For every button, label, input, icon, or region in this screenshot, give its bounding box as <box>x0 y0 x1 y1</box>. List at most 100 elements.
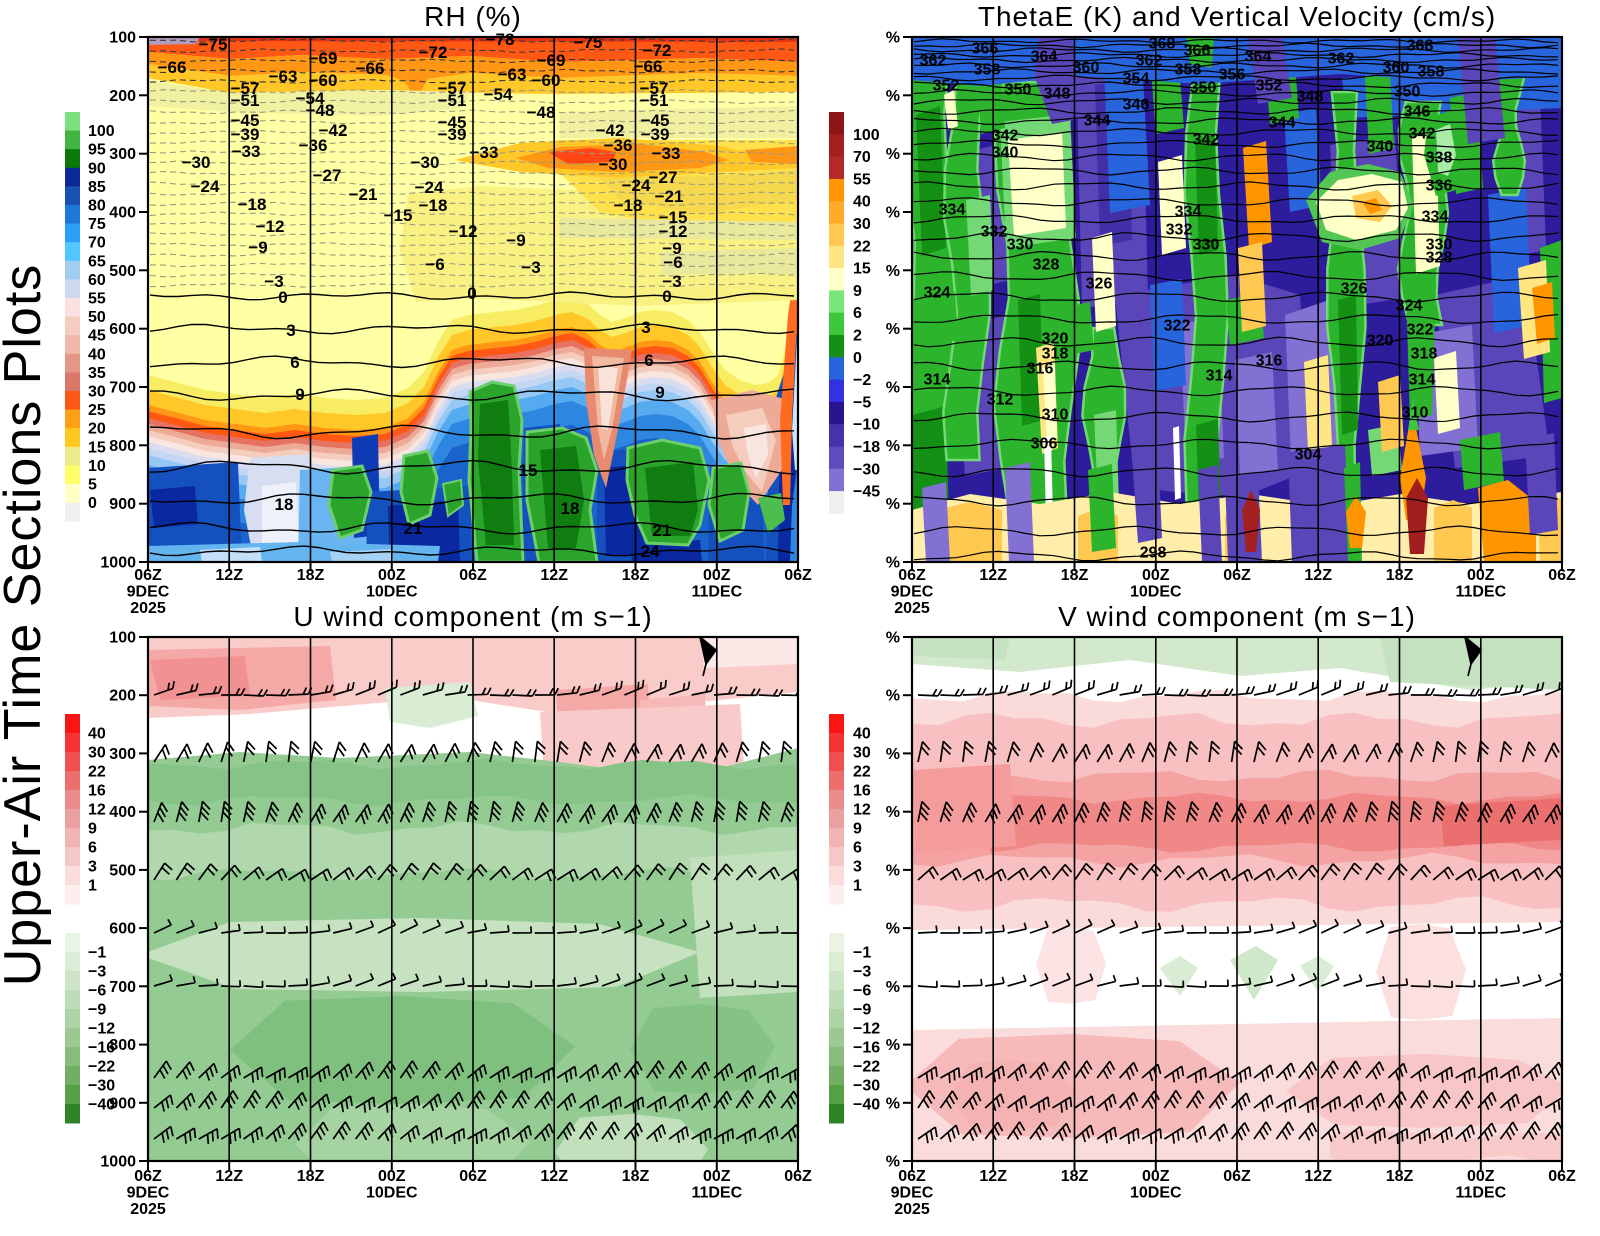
svg-text:400: 400 <box>109 205 136 222</box>
svg-text:%: % <box>886 1095 900 1112</box>
svg-text:−6: −6 <box>853 983 871 1000</box>
svg-text:−9: −9 <box>662 239 681 258</box>
svg-text:2025: 2025 <box>130 1201 166 1218</box>
svg-text:−12: −12 <box>853 1021 880 1038</box>
svg-text:2025: 2025 <box>894 1201 930 1218</box>
svg-text:−3: −3 <box>853 964 871 981</box>
svg-text:11DEC: 11DEC <box>691 1185 742 1202</box>
svg-text:−66: −66 <box>634 57 663 76</box>
svg-text:80: 80 <box>88 198 106 215</box>
svg-text:328: 328 <box>1033 257 1060 274</box>
svg-text:%: % <box>886 1154 900 1171</box>
svg-text:45: 45 <box>88 328 106 345</box>
svg-text:06Z: 06Z <box>459 567 487 584</box>
svg-text:40: 40 <box>88 346 106 363</box>
svg-text:−39: −39 <box>438 125 467 144</box>
svg-text:−45: −45 <box>438 113 467 132</box>
svg-text:11DEC: 11DEC <box>1455 584 1506 601</box>
svg-text:344: 344 <box>1084 113 1111 130</box>
svg-text:−10: −10 <box>853 417 880 434</box>
svg-text:314: 314 <box>924 372 951 389</box>
svg-text:15: 15 <box>88 439 106 456</box>
svg-text:−75: −75 <box>574 33 603 52</box>
svg-text:9: 9 <box>655 383 664 402</box>
svg-text:−3: −3 <box>521 258 540 277</box>
svg-text:−48: −48 <box>306 101 335 120</box>
svg-text:−12: −12 <box>256 217 285 236</box>
svg-text:−72: −72 <box>419 43 448 62</box>
svg-text:35: 35 <box>88 365 106 382</box>
svg-text:358: 358 <box>1418 64 1445 81</box>
svg-text:30: 30 <box>853 216 871 233</box>
svg-text:06Z: 06Z <box>134 1168 162 1185</box>
svg-text:%: % <box>886 438 900 455</box>
svg-text:338: 338 <box>1426 150 1453 167</box>
svg-text:25: 25 <box>88 402 106 419</box>
svg-text:322: 322 <box>1407 322 1434 339</box>
svg-text:346: 346 <box>1404 104 1431 121</box>
svg-text:−12: −12 <box>659 222 688 241</box>
svg-text:1000: 1000 <box>100 555 136 572</box>
svg-text:−57: −57 <box>438 79 467 98</box>
svg-text:12Z: 12Z <box>215 567 243 584</box>
svg-text:358: 358 <box>974 62 1001 79</box>
svg-text:306: 306 <box>1031 436 1058 453</box>
svg-text:−12: −12 <box>449 222 478 241</box>
svg-text:V wind component (m s−1): V wind component (m s−1) <box>1058 601 1416 632</box>
svg-text:200: 200 <box>109 688 136 705</box>
svg-text:344: 344 <box>1269 115 1296 132</box>
svg-text:−45: −45 <box>641 111 670 130</box>
svg-text:−18: −18 <box>853 439 880 456</box>
svg-text:−22: −22 <box>88 1059 115 1076</box>
svg-text:−9: −9 <box>853 1002 871 1019</box>
svg-text:%: % <box>886 205 900 222</box>
svg-text:360: 360 <box>1383 60 1410 77</box>
svg-text:322: 322 <box>1164 318 1191 335</box>
svg-text:2025: 2025 <box>894 600 930 617</box>
svg-text:−66: −66 <box>158 58 187 77</box>
svg-text:400: 400 <box>109 804 136 821</box>
svg-text:350: 350 <box>1394 84 1421 101</box>
svg-text:18Z: 18Z <box>622 567 650 584</box>
svg-text:12Z: 12Z <box>1304 1168 1332 1185</box>
svg-text:11DEC: 11DEC <box>1455 1185 1506 1202</box>
svg-text:40: 40 <box>853 726 871 743</box>
svg-text:18Z: 18Z <box>1061 567 1089 584</box>
svg-text:300: 300 <box>109 746 136 763</box>
svg-text:21: 21 <box>404 519 423 538</box>
svg-text:−18: −18 <box>419 196 448 215</box>
svg-text:55: 55 <box>88 291 106 308</box>
svg-text:−33: −33 <box>232 142 261 161</box>
svg-text:%: % <box>886 688 900 705</box>
svg-text:318: 318 <box>1411 346 1438 363</box>
svg-text:00Z: 00Z <box>703 567 731 584</box>
svg-text:−16: −16 <box>88 1040 115 1057</box>
svg-text:348: 348 <box>1044 86 1071 103</box>
svg-text:364: 364 <box>1031 49 1058 66</box>
svg-text:−3: −3 <box>662 272 681 291</box>
svg-text:−18: −18 <box>614 196 643 215</box>
svg-text:356: 356 <box>1219 67 1246 84</box>
svg-text:326: 326 <box>1341 281 1368 298</box>
svg-text:06Z: 06Z <box>898 1168 926 1185</box>
svg-text:500: 500 <box>109 263 136 280</box>
svg-text:−69: −69 <box>309 49 338 68</box>
svg-text:70: 70 <box>88 235 106 252</box>
svg-text:24: 24 <box>641 542 660 561</box>
svg-text:12Z: 12Z <box>979 1168 1007 1185</box>
svg-text:334: 334 <box>1175 204 1202 221</box>
svg-text:320: 320 <box>1042 331 1069 348</box>
svg-text:342: 342 <box>1409 126 1436 143</box>
svg-text:9DEC: 9DEC <box>127 1185 170 1202</box>
svg-text:−27: −27 <box>649 168 678 187</box>
svg-text:22: 22 <box>88 764 106 781</box>
svg-text:12Z: 12Z <box>1304 567 1332 584</box>
svg-text:40: 40 <box>88 726 106 743</box>
svg-text:352: 352 <box>933 78 960 95</box>
svg-text:334: 334 <box>1422 209 1449 226</box>
svg-text:%: % <box>886 263 900 280</box>
svg-text:30: 30 <box>88 384 106 401</box>
svg-text:−33: −33 <box>470 143 499 162</box>
svg-text:−33: −33 <box>652 144 681 163</box>
svg-text:366: 366 <box>1184 43 1211 60</box>
